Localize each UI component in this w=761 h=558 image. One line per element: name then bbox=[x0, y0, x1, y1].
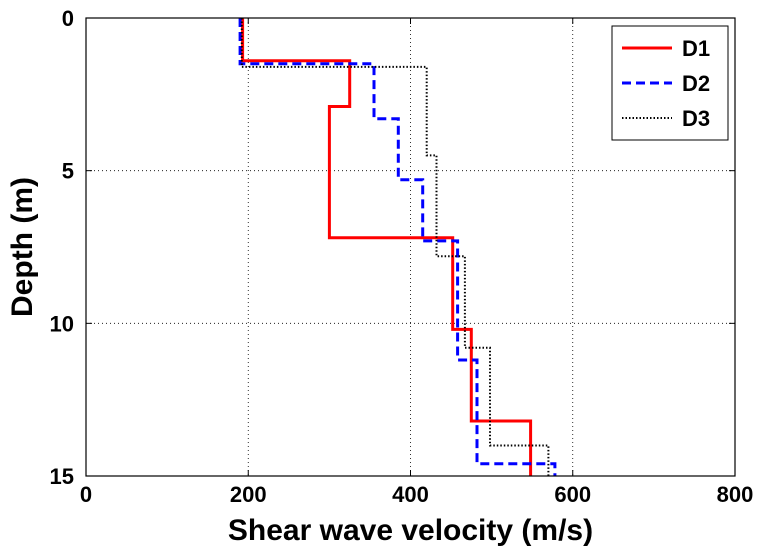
x-tick-label: 600 bbox=[554, 482, 591, 507]
series-lines bbox=[238, 18, 557, 476]
x-tick-label: 800 bbox=[717, 482, 754, 507]
x-tick-label: 400 bbox=[392, 482, 429, 507]
series-line-d2 bbox=[238, 18, 557, 476]
series-line-d1 bbox=[241, 18, 533, 476]
legend-label-d2: D2 bbox=[682, 71, 710, 96]
x-tick-label: 200 bbox=[230, 482, 267, 507]
y-tick-label: 10 bbox=[50, 311, 74, 336]
legend-label-d1: D1 bbox=[682, 36, 710, 61]
series-line-d3 bbox=[240, 18, 550, 476]
x-axis-label: Shear wave velocity (m/s) bbox=[228, 514, 593, 547]
y-tick-label: 15 bbox=[50, 464, 74, 489]
y-axis-label: Depth (m) bbox=[6, 177, 39, 317]
grid-lines bbox=[86, 18, 735, 476]
axis-ticks: 0 200 400 600 800 0 5 10 15 bbox=[50, 6, 754, 507]
y-tick-label: 0 bbox=[62, 6, 74, 31]
x-tick-label: 0 bbox=[80, 482, 92, 507]
y-tick-label: 5 bbox=[62, 159, 74, 184]
legend-label-d3: D3 bbox=[682, 106, 710, 131]
legend: D1 D2 D3 bbox=[611, 25, 729, 141]
